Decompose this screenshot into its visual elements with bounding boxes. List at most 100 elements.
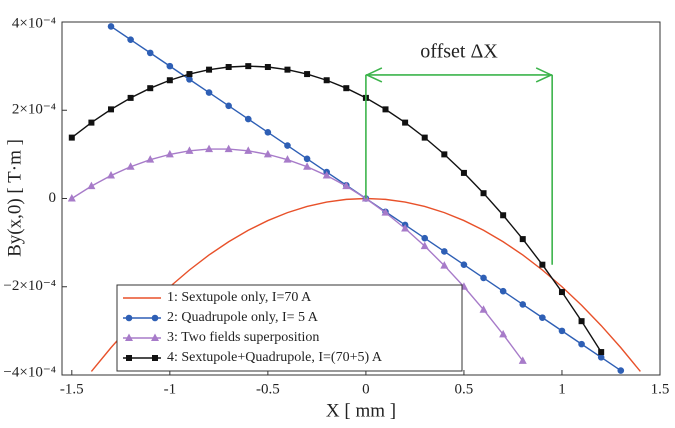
series-line (71, 148, 524, 362)
x-tick-label: -0.5 (256, 381, 280, 397)
marker (125, 314, 133, 322)
marker (146, 155, 155, 163)
marker (206, 66, 213, 73)
marker (558, 327, 566, 335)
marker (441, 248, 448, 255)
marker (303, 155, 311, 163)
marker (127, 36, 134, 43)
marker (460, 169, 467, 176)
marker (205, 89, 213, 96)
marker (152, 355, 158, 361)
marker (480, 190, 487, 197)
marker (421, 234, 429, 242)
marker (519, 236, 526, 243)
marker (245, 63, 252, 70)
arrow-head (535, 67, 554, 83)
marker (343, 85, 350, 92)
marker (186, 76, 193, 83)
marker (323, 77, 330, 84)
marker (500, 212, 507, 219)
marker (108, 106, 115, 113)
marker (147, 85, 154, 92)
marker (441, 151, 448, 158)
marker (205, 144, 214, 153)
marker (539, 261, 546, 268)
marker (224, 144, 233, 153)
marker (264, 64, 271, 71)
legend-label: 3: Two fields superposition (167, 330, 319, 345)
marker (381, 208, 390, 216)
x-tick-label: 1.5 (651, 381, 670, 397)
legend-box (116, 284, 463, 372)
marker (479, 305, 488, 313)
legend-label: 4: Sextupole+Quadrupole, I=(70+5) A (167, 350, 383, 365)
marker (67, 194, 76, 202)
marker (283, 155, 292, 163)
marker (185, 146, 194, 154)
marker (558, 289, 565, 296)
marker (107, 171, 116, 179)
marker (151, 333, 159, 341)
marker (480, 274, 487, 282)
marker (578, 318, 585, 325)
marker (225, 102, 232, 110)
marker (460, 261, 468, 268)
marker (68, 134, 75, 141)
legend-label: 1: Sextupole only, I=70 A (167, 290, 312, 305)
x-axis-label: X [ mm ] (326, 400, 396, 421)
y-tick-label: 0 (49, 190, 57, 206)
annotation-text: offset ΔX (420, 41, 498, 63)
plot-area (67, 23, 641, 374)
marker (617, 367, 625, 374)
marker (244, 115, 252, 123)
marker (578, 340, 585, 348)
marker (88, 119, 95, 126)
marker (166, 77, 173, 84)
marker (421, 134, 428, 141)
marker (499, 329, 508, 338)
marker (264, 129, 272, 136)
annotation: offset ΔX (365, 41, 554, 265)
marker (166, 62, 174, 70)
series-line (71, 65, 602, 353)
marker (87, 181, 96, 190)
marker (127, 94, 134, 101)
marker (126, 355, 132, 361)
marker (125, 333, 133, 341)
marker (165, 149, 174, 158)
marker (146, 49, 154, 57)
marker (126, 162, 135, 170)
y-tick-label: 4×10⁻⁴ (12, 15, 56, 31)
y-tick-label: −2×10⁻⁴ (3, 278, 56, 294)
marker (539, 314, 546, 321)
marker (263, 149, 272, 158)
x-tick-label: 1 (558, 381, 566, 397)
marker (499, 287, 507, 295)
marker (107, 23, 115, 30)
y-tick-label: 2×10⁻⁴ (12, 102, 56, 118)
marker (284, 66, 291, 73)
marker (519, 301, 527, 308)
marker (518, 356, 527, 364)
marker (598, 349, 605, 356)
x-tick-label: -1.5 (60, 381, 84, 397)
marker (597, 354, 605, 361)
marker (303, 162, 312, 170)
marker (440, 261, 449, 269)
marker (382, 106, 389, 113)
y-axis-label: By(x,0) [ T·m ] (4, 139, 25, 257)
marker (401, 224, 410, 232)
legend: 1: Sextupole only, I=70 A 2: Quadrupole o… (116, 284, 463, 372)
marker (322, 171, 331, 179)
x-tick-label: -1 (164, 381, 177, 397)
x-tick-label: 0.5 (455, 381, 474, 397)
marker (244, 146, 253, 154)
marker (151, 314, 159, 322)
marker (186, 71, 193, 78)
marker (420, 241, 429, 250)
x-tick-label: 0 (362, 381, 370, 397)
y-tick-label: −4×10⁻⁴ (3, 364, 56, 380)
marker (284, 142, 291, 149)
